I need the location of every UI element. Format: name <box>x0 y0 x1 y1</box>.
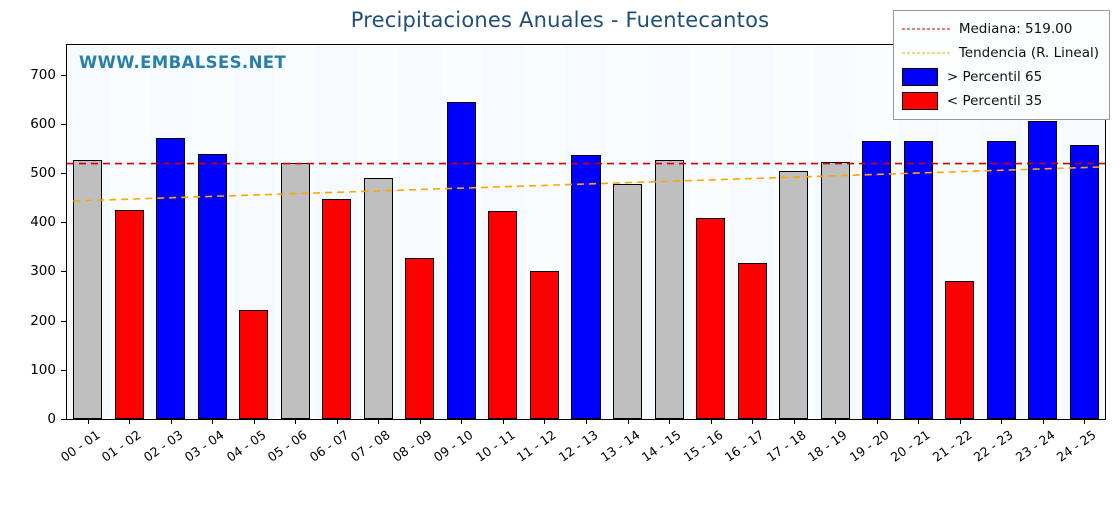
x-tick-mark <box>295 419 297 424</box>
bar <box>114 209 144 419</box>
bar <box>1028 121 1058 419</box>
x-tick-mark <box>710 419 712 424</box>
x-tick-mark <box>918 419 920 424</box>
legend-dash <box>901 28 950 30</box>
legend-swatch <box>901 92 938 110</box>
x-tick-mark <box>544 419 546 424</box>
bar <box>156 138 186 419</box>
legend-item: > Percentil 65 <box>901 65 1099 89</box>
bar <box>612 184 643 419</box>
reference-lines <box>67 162 1105 202</box>
x-tick-mark <box>212 419 214 424</box>
y-tick-label: 200 <box>30 312 56 329</box>
bar <box>322 198 352 419</box>
x-tick-mark <box>378 419 380 424</box>
legend-item: Tendencia (R. Lineal) <box>901 41 1099 65</box>
x-tick-mark <box>129 419 131 424</box>
bar <box>1069 145 1099 419</box>
x-tick-mark <box>835 419 837 424</box>
y-tick-mark <box>61 74 66 76</box>
x-tick-mark <box>1001 419 1003 424</box>
bar <box>197 154 227 419</box>
x-tick-mark <box>752 419 754 424</box>
bar <box>529 271 559 419</box>
x-tick-mark <box>502 419 504 424</box>
bar <box>405 257 435 419</box>
watermark-label: WWW.EMBALSES.NET <box>79 53 287 72</box>
x-tick-mark <box>87 419 89 424</box>
x-tick-mark <box>419 419 421 424</box>
legend-swatch <box>901 68 938 86</box>
y-tick-label: 600 <box>30 115 56 132</box>
bar <box>446 101 476 419</box>
y-tick-label: 100 <box>30 361 56 378</box>
x-tick-mark <box>170 419 172 424</box>
legend-label: Mediana: 519.00 <box>958 21 1073 37</box>
y-tick-mark <box>61 271 66 273</box>
bar <box>779 170 809 419</box>
plot-inner: WWW.EMBALSES.NET <box>67 45 1105 419</box>
y-tick-mark <box>61 172 66 174</box>
legend: Mediana: 519.00 Tendencia (R. Lineal) > Pe… <box>892 10 1110 120</box>
y-tick-label: 700 <box>30 66 56 83</box>
bar <box>571 155 601 419</box>
y-tick-mark <box>61 123 66 125</box>
y-tick-mark <box>61 369 66 371</box>
legend-line-key <box>901 21 950 37</box>
y-tick-label: 400 <box>30 214 56 231</box>
legend-label: > Percentil 65 <box>946 69 1043 85</box>
bar <box>945 280 975 419</box>
bar <box>986 140 1016 419</box>
bar <box>73 159 103 419</box>
page-title: Precipitaciones Anuales - Fuentecantos <box>350 8 770 32</box>
bar <box>363 178 393 419</box>
y-tick-mark <box>61 419 66 420</box>
y-tick-label: 300 <box>30 263 56 280</box>
bar <box>280 163 310 419</box>
bar <box>696 218 726 419</box>
legend-label: < Percentil 35 <box>946 93 1043 109</box>
x-tick-mark <box>586 419 587 424</box>
legend-item: Mediana: 519.00 <box>901 17 1099 41</box>
bar <box>654 159 684 419</box>
x-tick-mark <box>959 419 961 424</box>
x-tick-mark <box>1084 419 1086 424</box>
legend-item: < Percentil 35 <box>901 89 1099 113</box>
bar <box>488 210 518 419</box>
y-tick-mark <box>61 222 66 224</box>
legend-dash <box>901 52 950 54</box>
x-tick-mark <box>461 419 463 424</box>
bar <box>820 162 850 419</box>
x-tick-mark <box>336 419 338 424</box>
legend-line-key <box>901 45 950 61</box>
y-tick-label: 500 <box>30 164 56 181</box>
bar <box>737 262 767 419</box>
bar <box>903 140 933 419</box>
x-tick-mark <box>669 419 671 424</box>
x-tick-mark <box>1042 419 1044 424</box>
legend-label: Tendencia (R. Lineal) <box>958 45 1099 61</box>
x-tick-mark <box>793 419 795 424</box>
bar <box>862 140 892 419</box>
y-tick-label: 0 <box>47 411 56 427</box>
trend-line <box>73 166 1099 202</box>
y-tick-mark <box>61 320 66 322</box>
x-tick-mark <box>627 419 629 424</box>
x-tick-mark <box>876 419 878 424</box>
x-tick-mark <box>253 419 255 424</box>
bar <box>239 309 269 419</box>
